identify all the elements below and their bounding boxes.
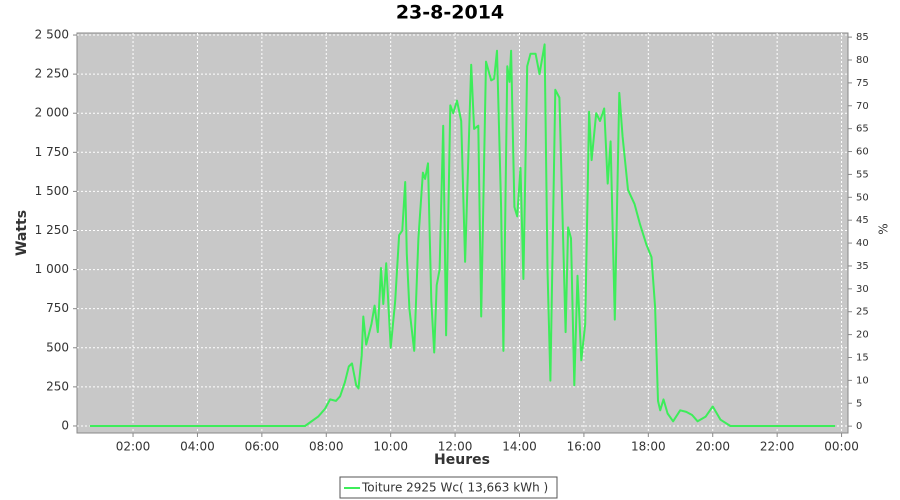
- x-tick-label: 16:00: [567, 440, 602, 454]
- y2-tick-label: 30: [856, 284, 869, 295]
- y2-tick-label: 70: [856, 101, 869, 112]
- x-tick-label: 00:00: [824, 440, 859, 454]
- y-tick-label: 2 000: [35, 106, 69, 120]
- x-tick-label: 08:00: [309, 440, 344, 454]
- y-tick-label: 1 000: [35, 262, 69, 276]
- legend: [339, 476, 558, 499]
- y2-tick-label: 40: [856, 238, 869, 249]
- y2-tick-label: 80: [856, 55, 869, 66]
- y2-tick-label: 45: [856, 215, 869, 226]
- x-tick-label: 02:00: [116, 440, 151, 454]
- legend-label: Toiture 2925 Wc( 13,663 kWh ): [361, 481, 548, 495]
- x-tick-label: 04:00: [180, 440, 215, 454]
- y-tick-label: 2 250: [35, 67, 69, 81]
- y-tick-label: 500: [46, 340, 69, 354]
- x-tick-label: 14:00: [502, 440, 537, 454]
- y-tick-label: 1 750: [35, 145, 69, 159]
- y2-tick-label: 50: [856, 192, 869, 203]
- y2-tick-label: 75: [856, 78, 869, 89]
- x-tick-label: 18:00: [631, 440, 666, 454]
- y2-axis-label: %: [877, 223, 891, 234]
- y2-tick-label: 10: [856, 375, 869, 386]
- y2-tick-label: 35: [856, 261, 869, 272]
- x-axis-label: Heures: [434, 452, 490, 468]
- chart-title: 23-8-2014: [396, 2, 504, 24]
- x-tick-label: 22:00: [760, 440, 795, 454]
- y2-tick-label: 60: [856, 147, 869, 158]
- y-tick-label: 2 500: [35, 28, 69, 42]
- y2-tick-label: 20: [856, 330, 869, 341]
- y-axis-label: Watts: [14, 210, 30, 256]
- y-tick-label: 1 500: [35, 184, 69, 198]
- y2-tick-label: 55: [856, 169, 869, 180]
- y-tick-label: 1 250: [35, 223, 69, 237]
- x-tick-label: 12:00: [438, 440, 473, 454]
- y2-tick-label: 5: [856, 398, 862, 409]
- x-tick-label: 20:00: [695, 440, 730, 454]
- y2-tick-label: 15: [856, 352, 869, 363]
- x-tick-label: 06:00: [245, 440, 280, 454]
- legend-item: Toiture 2925 Wc( 13,663 kWh ): [344, 481, 548, 495]
- series-line: [89, 43, 836, 427]
- y-tick-label: 750: [46, 301, 69, 315]
- y2-tick-label: 0: [856, 421, 862, 432]
- y2-tick-label: 85: [856, 32, 869, 43]
- y-tick-label: 250: [46, 379, 69, 393]
- y2-tick-label: 25: [856, 307, 869, 318]
- y-tick-label: 0: [61, 418, 69, 432]
- y2-tick-label: 65: [856, 124, 869, 135]
- plot-area: [76, 32, 849, 434]
- x-tick-label: 10:00: [373, 440, 408, 454]
